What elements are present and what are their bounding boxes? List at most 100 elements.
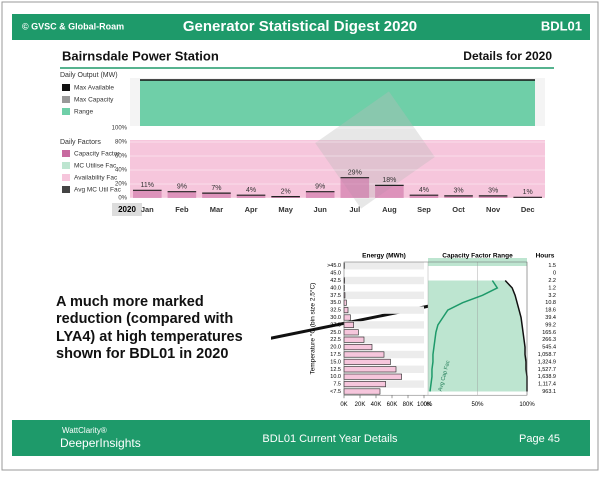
hours-label: 165.6 xyxy=(542,330,556,336)
title: Generator Statistical Digest 2020 xyxy=(183,18,417,35)
x-tick-label: 40K xyxy=(371,402,382,408)
monthly-cf-bar xyxy=(168,192,197,198)
x-tick-label: 60K xyxy=(387,402,398,408)
swatch xyxy=(62,174,70,181)
temp-label: 17.5 xyxy=(330,352,341,358)
month-label: Mar xyxy=(210,205,223,214)
energy-bar xyxy=(344,307,348,312)
station-details: Details for 2020 xyxy=(463,49,552,63)
month-label: Feb xyxy=(175,205,189,214)
station-name: Bairnsdale Power Station xyxy=(62,48,219,63)
hours-label: 0 xyxy=(553,271,556,277)
swatch xyxy=(62,186,70,193)
hours-label: 1,638.9 xyxy=(538,374,556,380)
month-label: Aug xyxy=(382,205,397,214)
temp-label: 7.5 xyxy=(333,382,341,388)
energy-bar xyxy=(344,322,354,327)
temp-label: 22.5 xyxy=(330,337,341,343)
month-label: Oct xyxy=(452,205,465,214)
row-band xyxy=(344,277,424,284)
monthly-cf-bar xyxy=(202,193,231,198)
temp-label: <7.5 xyxy=(330,389,341,395)
monthly-cf-label: 9% xyxy=(315,184,325,191)
temp-label: 25.0 xyxy=(330,330,341,336)
monthly-cf-label: 2% xyxy=(281,188,291,195)
temp-label: 32.5 xyxy=(330,308,341,314)
y-tick-label: 40% xyxy=(115,168,128,174)
temp-label: 40.0 xyxy=(330,285,341,291)
hours-label: 1.2 xyxy=(548,285,556,291)
monthly-cf-label: 3% xyxy=(488,188,498,195)
month-label: Jun xyxy=(314,205,328,214)
brand-sub: DeeperInsights xyxy=(60,436,141,450)
hours-label: 10.8 xyxy=(545,300,556,306)
legend-label: Capacity Factor xyxy=(74,151,120,158)
x-tick-label: 20K xyxy=(355,402,366,408)
output-range xyxy=(140,80,535,126)
monthly-cf-label: 7% xyxy=(211,185,221,192)
hours-label: 39.4 xyxy=(545,315,556,321)
month-label: Dec xyxy=(521,205,535,214)
swatch xyxy=(62,162,70,169)
month-label: Nov xyxy=(486,205,501,214)
energy-bar xyxy=(344,344,372,349)
monthly-cf-label: 11% xyxy=(141,182,155,189)
energy-bar xyxy=(344,374,402,379)
x-tick-label: 0% xyxy=(424,402,433,408)
swatch xyxy=(62,150,70,157)
monthly-cf-bar xyxy=(375,185,404,198)
y-tick-label: 80% xyxy=(115,140,128,146)
temp-label: 12.5 xyxy=(330,367,341,373)
cf-title: Capacity Factor Range xyxy=(442,253,513,260)
y-tick-label: 100% xyxy=(112,126,128,132)
swatch xyxy=(62,96,70,103)
legend-label: MC Utilise Fac xyxy=(74,163,117,170)
monthly-cf-label: 18% xyxy=(382,177,396,184)
hours-label: 2.2 xyxy=(548,278,556,284)
row-band xyxy=(344,262,424,269)
y-tick-label: 0% xyxy=(118,196,127,202)
year: 2020 xyxy=(118,205,136,214)
hours-label: 1,527.7 xyxy=(538,367,556,373)
hours-label: 1,324.9 xyxy=(538,359,556,365)
row-band xyxy=(344,321,424,328)
hours-label: 1.5 xyxy=(548,263,556,269)
legend-title: Daily Output (MW) xyxy=(60,72,118,79)
month-label: Apr xyxy=(245,205,258,214)
unit: BDL01 xyxy=(541,18,582,33)
month-label: Jan xyxy=(141,205,154,214)
hours-label: 1,058.7 xyxy=(538,352,556,358)
energy-bar xyxy=(344,330,358,335)
energy-bar xyxy=(344,337,364,342)
month-label: May xyxy=(278,205,293,214)
legend-label: Avg MC Util Fac xyxy=(74,187,122,194)
energy-bar xyxy=(344,315,350,320)
legend-label: Availability Fac xyxy=(74,175,118,182)
temp-label: 20.0 xyxy=(330,345,341,351)
monthly-cf-label: 29% xyxy=(348,170,362,177)
energy-bar xyxy=(344,367,396,372)
energy-title: Energy (MWh) xyxy=(362,253,406,260)
row-band xyxy=(344,292,424,299)
annotation: A much more marked reduction (compared w… xyxy=(56,294,271,364)
energy-bar xyxy=(344,300,346,305)
monthly-cf-bar xyxy=(306,192,335,198)
row-band xyxy=(344,306,424,313)
page-number: Page 45 xyxy=(519,433,560,445)
x-tick-label: 100% xyxy=(519,402,535,408)
temp-label: >45.0 xyxy=(327,263,341,269)
brand: WattClarity® xyxy=(62,426,107,435)
monthly-cf-label: 9% xyxy=(177,184,187,191)
monthly-cf-label: 3% xyxy=(453,188,463,195)
temp-label: 45.0 xyxy=(330,271,341,277)
hours-title: Hours xyxy=(536,253,555,260)
hours-label: 99.2 xyxy=(545,322,556,328)
temp-label: 10.0 xyxy=(330,374,341,380)
swatch xyxy=(62,108,70,115)
energy-bar xyxy=(344,381,386,386)
energy-bar xyxy=(344,352,384,357)
monthly-cf-label: 4% xyxy=(246,187,256,194)
month-label: Jul xyxy=(349,205,360,214)
hours-label: 545.4 xyxy=(542,345,556,351)
